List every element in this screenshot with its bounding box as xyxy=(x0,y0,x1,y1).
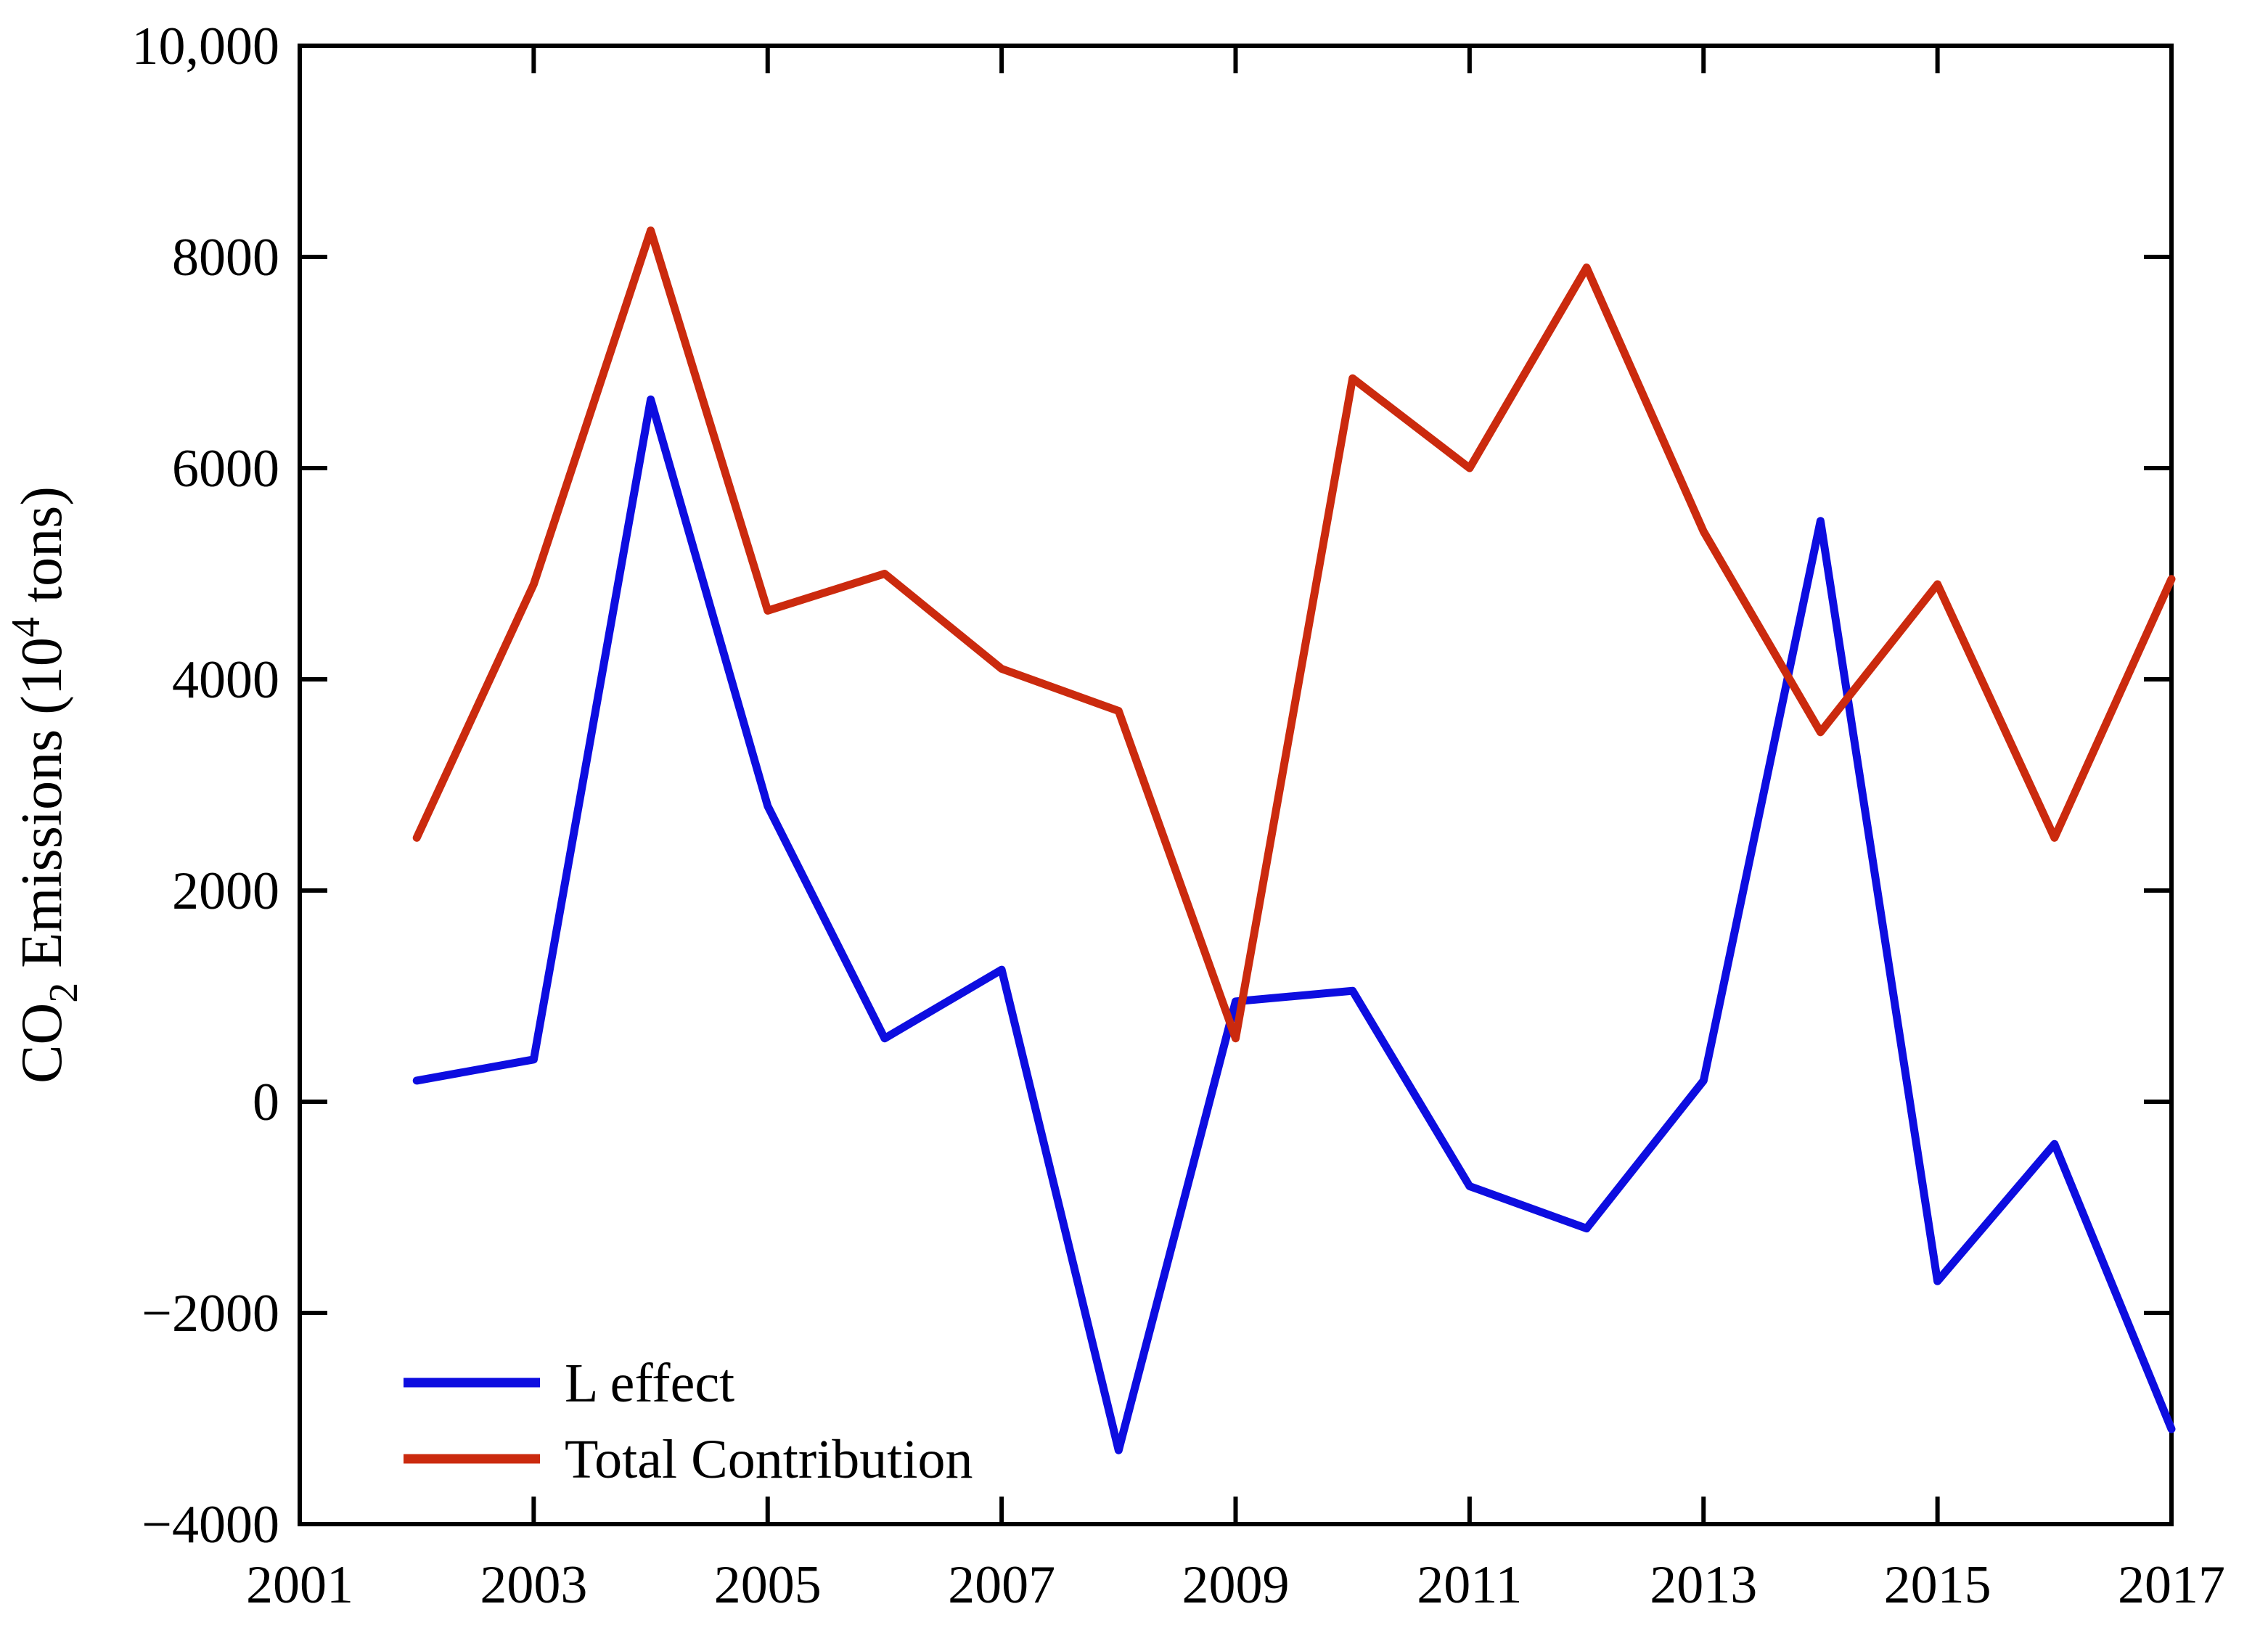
x-axis-tick-label: 2003 xyxy=(480,1555,587,1615)
plot-box xyxy=(298,44,2174,1526)
x-axis-tick-label: 2013 xyxy=(1650,1555,1757,1615)
x-axis-tick-label: 2015 xyxy=(1884,1555,1991,1615)
legend-label: Total Contribution xyxy=(565,1429,973,1490)
y-axis-title: CO2 Emissions (104 tons) xyxy=(4,486,86,1084)
x-axis-tick-label: 2009 xyxy=(1182,1555,1290,1615)
x-axis-tick-label: 2017 xyxy=(2118,1555,2225,1615)
legend-item-l-effect: L effect xyxy=(404,1353,734,1414)
series-line-total-contribution xyxy=(412,226,2176,1043)
x-axis-tick-label: 2007 xyxy=(948,1555,1055,1615)
x-axis-tick-label: 2011 xyxy=(1417,1555,1522,1615)
legend-label: L effect xyxy=(565,1353,734,1414)
legend-item-total-contribution: Total Contribution xyxy=(404,1429,973,1490)
series-line-l-effect xyxy=(412,395,2176,1454)
y-axis-tick-label: 4000 xyxy=(172,650,279,710)
x-axis-tick-label: 2005 xyxy=(714,1555,822,1615)
y-axis-tick-label: 10,000 xyxy=(132,17,280,76)
y-axis-tick-label: −2000 xyxy=(142,1284,279,1343)
y-axis-tick-label: −4000 xyxy=(142,1495,279,1555)
y-axis-tick-label: 6000 xyxy=(172,439,279,499)
y-axis-tick-label: 2000 xyxy=(172,861,279,921)
y-axis-tick-label: 0 xyxy=(253,1073,279,1132)
y-axis-tick-label: 8000 xyxy=(172,228,279,287)
x-axis-tick-label: 2001 xyxy=(246,1555,353,1615)
